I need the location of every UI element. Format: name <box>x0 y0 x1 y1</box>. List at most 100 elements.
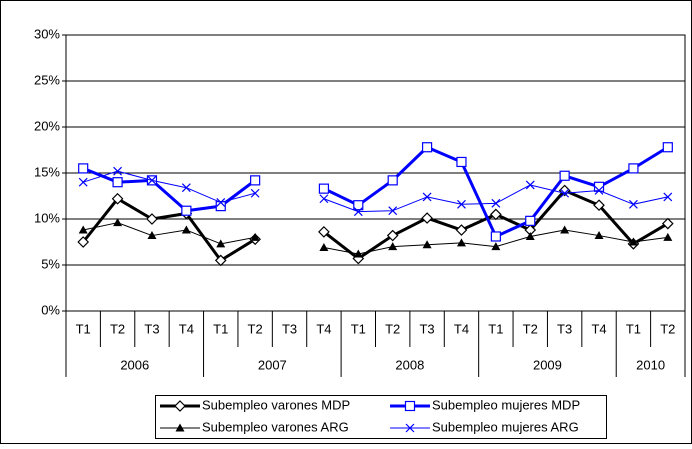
marker <box>353 249 363 258</box>
marker <box>663 232 673 241</box>
marker <box>146 213 158 225</box>
y-tick-label: 5% <box>41 256 60 271</box>
marker <box>175 423 185 432</box>
marker <box>250 188 260 198</box>
marker <box>181 225 191 234</box>
marker <box>388 242 398 251</box>
marker <box>386 229 399 242</box>
x-tick-label: T2 <box>523 321 538 336</box>
x-tick-label: T3 <box>144 321 159 336</box>
marker <box>491 242 501 251</box>
marker <box>113 166 123 176</box>
legend-label: Subempleo varones ARG <box>202 419 349 434</box>
marker <box>113 218 123 227</box>
x-tick-label: T1 <box>626 321 641 336</box>
legend-label: Subempleo varones MDP <box>202 397 350 412</box>
x-tick-label: T2 <box>385 321 400 336</box>
y-tick-label: 20% <box>34 118 60 133</box>
marker <box>525 180 535 190</box>
marker <box>78 177 88 187</box>
x-tick-label: T4 <box>591 321 606 336</box>
marker <box>662 142 673 153</box>
x-group-label: 2010 <box>636 357 665 372</box>
marker <box>318 183 330 194</box>
marker <box>250 175 261 186</box>
marker <box>181 183 191 193</box>
marker <box>491 198 501 208</box>
marker <box>111 192 124 205</box>
marker <box>147 231 157 240</box>
marker <box>404 400 416 412</box>
marker <box>594 231 604 240</box>
marker <box>422 240 432 249</box>
marker <box>319 243 329 252</box>
x-tick-label: T4 <box>179 321 194 336</box>
x-group-label: 2006 <box>120 357 149 372</box>
marker <box>77 236 90 248</box>
x-group-label: 2009 <box>533 357 562 372</box>
marker <box>559 170 570 181</box>
x-tick-label: T4 <box>316 321 331 336</box>
marker <box>353 207 363 217</box>
marker <box>661 217 674 230</box>
x-group-label: 2007 <box>258 357 287 372</box>
y-tick-label: 30% <box>34 26 60 41</box>
marker <box>78 225 88 234</box>
marker <box>594 186 604 195</box>
marker <box>214 254 227 267</box>
marker <box>147 175 157 185</box>
marker <box>387 175 398 186</box>
marker <box>490 231 501 242</box>
x-tick-label: T3 <box>557 321 572 336</box>
y-tick-label: 10% <box>34 210 60 225</box>
marker <box>405 423 415 433</box>
marker <box>456 156 467 168</box>
marker <box>353 200 364 211</box>
marker <box>593 199 605 212</box>
x-tick-label: T1 <box>351 321 366 336</box>
marker <box>388 206 398 216</box>
marker <box>560 225 570 234</box>
x-tick-label: T3 <box>419 321 434 336</box>
x-tick-label: T4 <box>454 321 469 336</box>
marker <box>490 208 502 221</box>
marker <box>181 205 192 216</box>
marker <box>525 215 536 226</box>
marker <box>421 212 433 224</box>
marker <box>421 142 433 153</box>
x-tick-label: T2 <box>248 321 263 336</box>
marker <box>422 192 432 202</box>
x-tick-label: T1 <box>213 321 228 336</box>
x-tick-label: T1 <box>488 321 503 336</box>
legend-label: Subempleo mujeres ARG <box>432 419 579 434</box>
marker <box>628 199 638 209</box>
x-group-label: 2008 <box>395 357 424 372</box>
marker <box>628 163 639 174</box>
marker <box>112 177 123 188</box>
x-tick-label: T3 <box>282 321 297 336</box>
y-tick-label: 25% <box>34 72 60 87</box>
marker <box>318 226 330 238</box>
marker <box>456 238 466 247</box>
legend-box <box>155 395 607 439</box>
marker <box>663 192 673 202</box>
marker <box>216 239 226 248</box>
x-tick-label: T1 <box>76 321 91 336</box>
marker <box>457 199 466 209</box>
legend-label: Subempleo mujeres MDP <box>432 397 580 412</box>
x-tick-label: T2 <box>110 321 125 336</box>
marker <box>174 400 186 412</box>
marker <box>560 188 570 198</box>
marker <box>628 237 638 246</box>
y-tick-label: 0% <box>41 302 60 317</box>
y-tick-label: 15% <box>34 164 60 179</box>
marker <box>525 231 535 240</box>
marker <box>250 232 260 241</box>
marker <box>78 163 89 174</box>
marker <box>455 224 468 236</box>
x-tick-label: T2 <box>660 321 675 336</box>
marker <box>319 194 329 204</box>
marker <box>216 198 226 207</box>
